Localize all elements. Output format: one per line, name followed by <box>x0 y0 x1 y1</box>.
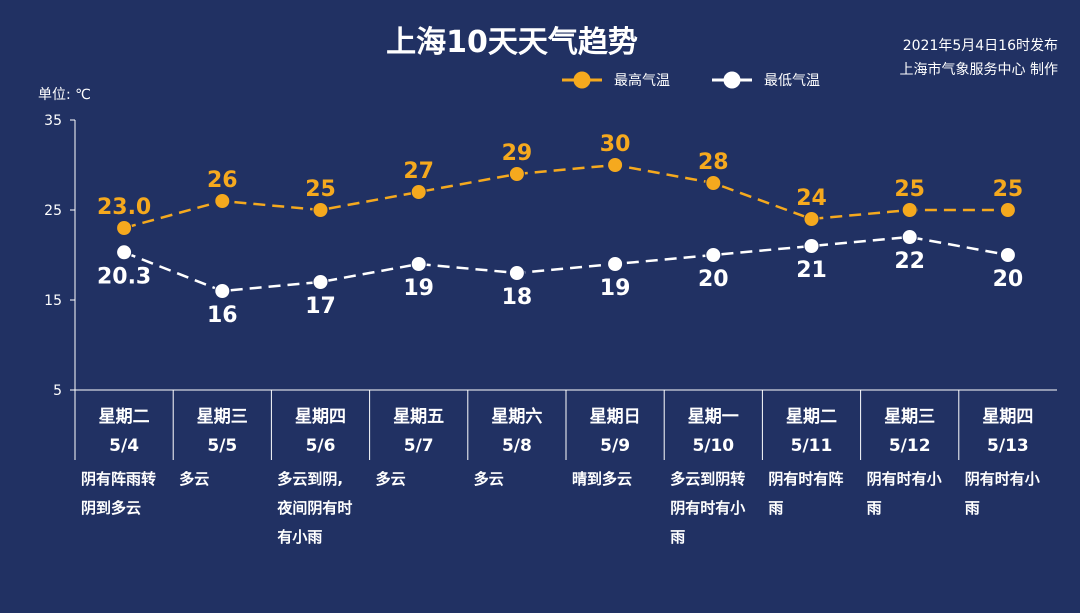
axes: 5 15 25 35 <box>44 113 1057 460</box>
weekday-label: 星期二 <box>786 407 837 427</box>
y-tick-label: 5 <box>53 383 62 399</box>
low-temp-point <box>116 244 133 261</box>
weather-description: 雨 <box>768 499 783 517</box>
high-temp-point <box>312 202 329 218</box>
high-temp-point <box>410 184 427 200</box>
date-label: 5/10 <box>692 436 734 456</box>
date-label: 5/11 <box>791 436 833 456</box>
weather-description: 夜间阴有时 <box>276 499 352 517</box>
high-temp-label: 30 <box>600 132 631 157</box>
legend: 最高气温 最低气温 <box>562 71 820 89</box>
low-temp-line <box>123 235 1009 293</box>
date-label: 5/5 <box>207 436 237 456</box>
weather-description: 晴到多云 <box>572 470 632 488</box>
date-label: 5/8 <box>502 436 532 456</box>
low-temp-point <box>214 283 231 299</box>
high-temp-label: 26 <box>207 168 238 193</box>
weather-description: 阴有时有小 <box>965 470 1040 488</box>
weather-description: 多云到阴, <box>277 470 343 488</box>
weather-description: 阴到多云 <box>81 499 141 517</box>
weekday-label: 星期日 <box>590 407 641 427</box>
publisher: 上海市气象服务中心 制作 <box>900 61 1058 78</box>
high-temp-label: 28 <box>698 150 729 175</box>
high-temp-label: 27 <box>403 159 434 184</box>
low-temp-label: 19 <box>600 276 631 301</box>
legend-label: 最高气温 <box>614 72 670 89</box>
low-temp-point <box>508 265 525 281</box>
high-temp-point <box>999 202 1016 218</box>
weekday-label: 星期四 <box>982 407 1033 427</box>
low-temp-label: 21 <box>796 258 827 283</box>
high-temp-label: 25 <box>993 177 1024 202</box>
weather-description: 阴有阵雨转 <box>81 470 156 488</box>
high-temp-point <box>214 193 231 209</box>
low-temp-label: 17 <box>305 294 336 319</box>
weather-description: 雨 <box>867 499 882 517</box>
date-label: 5/13 <box>987 436 1029 456</box>
date-label: 5/6 <box>306 436 336 456</box>
high-temp-point <box>508 166 525 182</box>
weekday-label: 星期三 <box>884 407 935 427</box>
weather-description: 阴有时有小 <box>867 470 942 488</box>
weekday-label: 星期六 <box>491 406 542 427</box>
low-temp-point <box>705 247 722 263</box>
legend-marker <box>573 71 591 89</box>
weekday-label: 星期一 <box>688 407 739 427</box>
weather-description: 多云 <box>179 470 209 488</box>
low-temp-label: 20 <box>993 267 1024 292</box>
high-temp-point <box>901 202 918 218</box>
low-temp-label: 20.3 <box>97 264 151 289</box>
high-temp-label: 25 <box>305 177 336 202</box>
date-label: 5/9 <box>600 436 630 456</box>
legend-label: 最低气温 <box>764 73 820 89</box>
y-tick-label: 15 <box>44 293 62 309</box>
publish-time: 2021年5月4日16时发布 <box>903 38 1058 54</box>
legend-marker <box>723 71 741 89</box>
y-tick-label: 25 <box>44 203 62 219</box>
weather-description: 雨 <box>965 499 980 517</box>
low-temp-label: 19 <box>403 276 434 301</box>
low-temp-label: 20 <box>698 267 729 292</box>
high-temp-point <box>803 211 820 227</box>
weekday-label: 星期三 <box>197 407 248 427</box>
low-temp-point <box>803 238 820 254</box>
weather-description: 有小雨 <box>277 528 322 546</box>
weekday-label: 星期五 <box>393 407 444 427</box>
high-temp-point <box>116 220 133 236</box>
date-label: 5/7 <box>404 436 434 456</box>
low-temp-label: 22 <box>894 249 925 274</box>
weather-description: 雨 <box>670 528 685 546</box>
high-temp-label: 24 <box>796 186 827 211</box>
low-temp-point <box>607 256 624 272</box>
weather-description: 阴有时有阵 <box>768 470 843 488</box>
date-label: 5/4 <box>109 436 139 456</box>
chart-title: 上海10天天气趋势 <box>386 25 638 60</box>
high-temp-point <box>607 157 624 173</box>
low-temp-label: 16 <box>207 303 238 328</box>
low-temp-point <box>312 274 329 290</box>
low-temp-label: 18 <box>502 285 533 310</box>
low-temp-point <box>901 229 918 245</box>
weather-description: 多云 <box>474 470 504 488</box>
high-temp-label: 23.0 <box>97 195 151 220</box>
unit-label: 单位: ℃ <box>38 87 91 103</box>
high-temp-point <box>705 175 722 191</box>
low-temp-point <box>999 247 1016 263</box>
weekday-label: 星期二 <box>99 407 150 427</box>
y-tick-label: 35 <box>44 113 62 129</box>
date-label: 5/12 <box>889 436 931 456</box>
weekday-label: 星期四 <box>295 407 346 427</box>
weather-description: 多云 <box>376 470 406 488</box>
low-temp-point <box>410 256 427 272</box>
high-temp-label: 29 <box>502 141 533 166</box>
series-layer: 23.0 26 25 27 29 30 28 24 25 25 20.3 16 17 19 18 19 20 21… <box>97 132 1023 328</box>
high-temp-label: 25 <box>894 177 925 202</box>
high-temp-line <box>123 163 1008 230</box>
weather-description: 阴有时有小 <box>670 499 745 517</box>
weather-description: 多云到阴转 <box>670 470 745 488</box>
